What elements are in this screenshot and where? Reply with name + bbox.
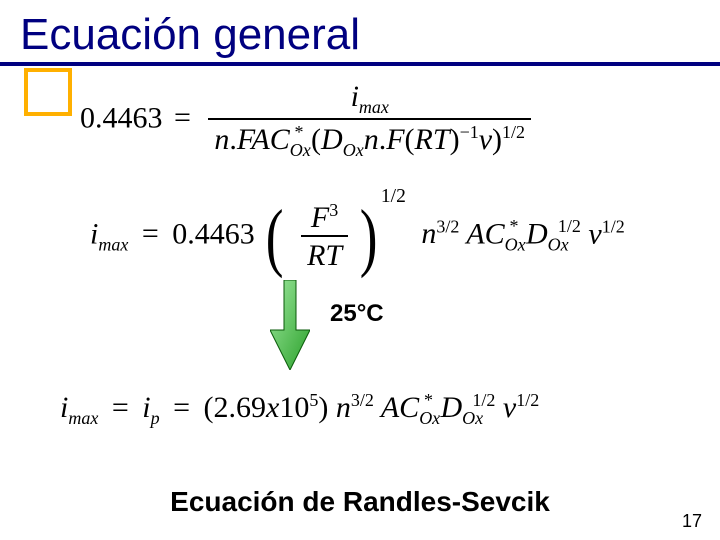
eq1-R: R [415, 123, 433, 156]
eq1-i: i [351, 80, 359, 113]
eq2-i-sub: max [98, 234, 128, 254]
eq1-C-sup: * [295, 122, 304, 142]
accent-square [24, 68, 72, 116]
eq2-D-sub: Ox [548, 234, 569, 254]
eq3-n: n [336, 391, 351, 424]
down-arrow-icon [270, 280, 310, 360]
eq1-F2: F [386, 123, 404, 156]
eq2-paren-frac: F3 RT [301, 200, 348, 273]
eq2-coef: 0.4463 [172, 217, 255, 250]
eq2-C-sub: Ox [505, 234, 526, 254]
eq2-C-sup: * [509, 216, 518, 236]
eq2-paren-right: ) [359, 207, 377, 267]
eq1-F: F [237, 123, 251, 156]
eq2-A: A [466, 217, 484, 250]
eq3-i-sub: max [68, 408, 98, 428]
eq3-nu: ν [503, 391, 516, 424]
eq3-open: ( [204, 391, 214, 424]
eq1-equals: = [174, 101, 191, 134]
eq3-ip-sub: p [151, 408, 160, 428]
eq2-nu-sup: 1/2 [602, 216, 625, 236]
eq1-open: ( [311, 123, 321, 156]
eq1-T: T [433, 123, 450, 156]
eq3-close: ) [318, 391, 328, 424]
eq3-eq2: = [173, 391, 190, 424]
eq3-C-sub: Ox [419, 408, 440, 428]
eq3-D-sup: 1/2 [472, 390, 495, 410]
page-number: 17 [682, 511, 702, 532]
eq3-n-sup: 3/2 [351, 390, 374, 410]
eq1-open2: ( [405, 123, 415, 156]
eq3-x: x [266, 391, 279, 424]
eq1-i-sub: max [359, 97, 389, 117]
eq1-fraction: imax n.FACOx* (DOxn.F(RT)−1ν)1/2 [208, 80, 531, 161]
eq1-numerator: imax [208, 80, 531, 118]
eq3-C-sup: * [424, 390, 433, 410]
equation-name: Ecuación de Randles-Sevcik [0, 486, 720, 518]
eq2-F-sup: 3 [329, 200, 338, 220]
eq1-lhs: 0.4463 [80, 101, 163, 134]
slide-title: Ecuación general [20, 10, 360, 60]
eq3-D: D [441, 391, 463, 424]
eq1-dot1: . [229, 123, 237, 156]
equation-2: imax = 0.4463 ( F3 RT ) 1/2 n3/2 ACOx* D… [90, 200, 625, 273]
eq1-neg1: −1 [460, 122, 479, 142]
eq2-F: F [311, 201, 329, 234]
eq1-A: A [251, 123, 269, 156]
eq3-C: C [399, 391, 419, 424]
equation-1: 0.4463 = imax n.FACOx* (DOxn.F(RT)−1ν)1/… [80, 80, 531, 161]
eq1-C-sub: Ox [290, 140, 311, 160]
title-underline [0, 62, 720, 66]
eq1-half: 1/2 [502, 122, 525, 142]
eq2-T: T [325, 239, 342, 272]
eq1-close: ) [492, 123, 502, 156]
eq3-nu-sup: 1/2 [516, 390, 539, 410]
eq2-n: n [421, 217, 436, 250]
eq2-paren-group: ( F3 RT ) [262, 200, 381, 273]
eq2-paren-left: ( [266, 207, 284, 267]
eq3-eq1: = [112, 391, 129, 424]
eq2-paren-den: RT [301, 235, 348, 273]
eq2-D-sup: 1/2 [558, 216, 581, 236]
eq1-n2: n [364, 123, 379, 156]
eq2-D: D [526, 217, 548, 250]
temperature-label: 25°C [330, 300, 384, 328]
eq3-A: A [381, 391, 399, 424]
eq1-close2: ) [450, 123, 460, 156]
eq1-C: C [270, 123, 290, 156]
eq2-C: C [485, 217, 505, 250]
eq1-D-sub: Ox [343, 140, 364, 160]
eq3-ten-sup: 5 [309, 390, 318, 410]
eq2-paren-num: F3 [301, 200, 348, 235]
eq2-paren-sup: 1/2 [381, 186, 406, 207]
eq1-denominator: n.FACOx* (DOxn.F(RT)−1ν)1/2 [208, 118, 531, 161]
eq1-nu: ν [479, 123, 492, 156]
eq3-ten: 10 [279, 391, 309, 424]
eq1-n: n [214, 123, 229, 156]
eq3-coef: 2.69 [214, 391, 267, 424]
eq3-D-sub: Ox [462, 408, 483, 428]
eq2-equals: = [142, 217, 159, 250]
equation-3: imax = ip = (2.69x105) n3/2 ACOx* DOx1/2… [60, 390, 539, 429]
eq1-D: D [321, 123, 343, 156]
eq3-ip: i [142, 391, 150, 424]
eq2-n-sup: 3/2 [436, 216, 459, 236]
eq2-nu: ν [588, 217, 601, 250]
eq2-R: R [307, 239, 325, 272]
